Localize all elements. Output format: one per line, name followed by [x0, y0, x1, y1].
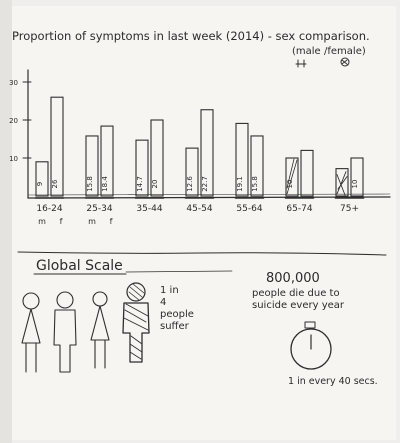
bar-f: [50, 96, 64, 197]
bar-f: [200, 109, 214, 197]
female-figure-2: [90, 291, 110, 369]
legend-female: /female): [324, 46, 366, 57]
x-tick-labels: 16-24 m f 25-34 m f 35-44 45-54 55-64 65-74 75+: [34, 197, 365, 226]
x-tick-label: 55-64: [236, 204, 262, 214]
bar-value-label: 15.8: [251, 176, 259, 192]
bar-value-label: 19.1: [236, 176, 244, 192]
bar-m: [135, 139, 149, 197]
bar-f: [300, 149, 314, 197]
bar-f: [100, 125, 114, 197]
x-tick-label: 65-74: [286, 204, 312, 214]
deaths-number: 800,000: [266, 271, 320, 286]
legend-male-swatch: [295, 59, 307, 68]
bars: 9 26 15.8 18.4 14.7 20 12.6 22.7 19.1 15.8 10 10: [35, 96, 364, 197]
y-tick-label: 20: [9, 117, 18, 125]
male-figure-1: [53, 291, 77, 373]
bar-f: [350, 157, 364, 197]
bar-value-label: 14.7: [136, 176, 144, 192]
bar-value-label: 12.6: [186, 176, 194, 192]
sex-label: m: [88, 217, 96, 226]
bar-m: [285, 157, 299, 197]
bar-value-label: 26: [51, 179, 59, 188]
stopwatch-icon: [290, 321, 332, 370]
y-tick-label: 30: [9, 79, 18, 87]
bar-value-label: 18.4: [101, 176, 109, 192]
bar-value-label: 10: [286, 180, 294, 189]
bar-hatch: [336, 171, 348, 196]
x-tick-label: 25-34: [86, 204, 112, 214]
bar-value-label: 9: [36, 182, 44, 186]
x-tick-label: 16-24: [36, 204, 62, 214]
bar-hatch: [286, 158, 298, 195]
global-scale-rule: [125, 270, 233, 273]
paper-shadow: [0, 0, 12, 443]
paper-sheet: [10, 6, 396, 440]
x-tick-label: 35-44: [136, 204, 162, 214]
bar-m: [185, 147, 199, 197]
y-tick-label: 10: [9, 155, 18, 163]
legend-female-swatch: [340, 57, 350, 67]
sex-label: m: [38, 217, 46, 226]
bar-f: [150, 119, 164, 197]
bar-value-label: 22.7: [201, 176, 209, 192]
bar-value-label: 15.8: [86, 176, 94, 192]
legend-male: (male: [292, 46, 321, 57]
female-figure-1: [21, 292, 41, 373]
y-ticks: 10 20 30: [9, 79, 32, 163]
bar-value-label: 20: [151, 180, 159, 189]
bar-m: [85, 135, 99, 197]
deaths-text: people die due to suicide every year: [252, 288, 345, 311]
bar-f: [250, 135, 264, 197]
sex-label: f: [60, 217, 63, 226]
sex-label: f: [110, 217, 113, 226]
bar-m: [35, 161, 49, 197]
section-divider: [17, 251, 387, 256]
one-in-four-text: 1 in 4 people suffer: [160, 285, 194, 332]
bar-value-label: 10: [351, 180, 359, 189]
bar-m: [235, 122, 249, 197]
shaded-figure: [122, 282, 150, 363]
chart-title: Proportion of symptoms in last week (201…: [12, 29, 370, 43]
x-axis-stroke: [27, 193, 391, 196]
x-tick-label: 45-54: [186, 204, 212, 214]
frequency-text: 1 in every 40 secs.: [288, 376, 378, 387]
x-tick-label: 75+: [340, 204, 359, 214]
bar-m: [335, 168, 349, 197]
global-scale-heading: Global Scale: [36, 258, 123, 274]
